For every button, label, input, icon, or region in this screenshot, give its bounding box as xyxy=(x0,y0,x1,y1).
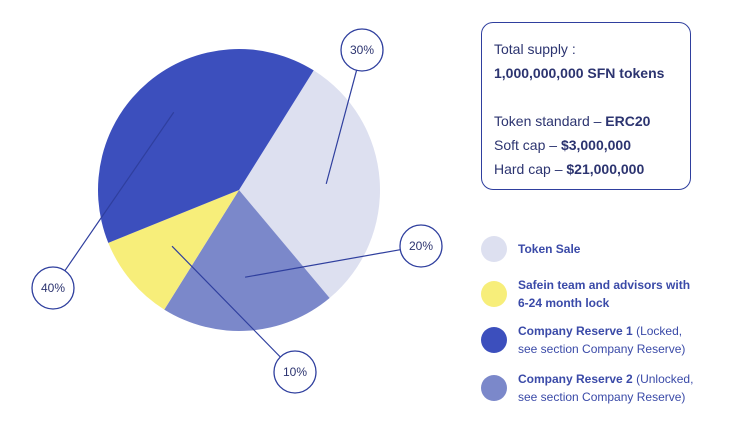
hard-cap-value: $21,000,000 xyxy=(566,161,645,177)
legend-item-team: Safein team and advisors with 6-24 month … xyxy=(481,276,738,312)
token-info-box: Total supply : 1,000,000,000 SFN tokens … xyxy=(481,22,691,190)
pie-slice-company-reserve-2 xyxy=(164,190,330,331)
hard-cap-label: Hard cap – xyxy=(494,161,567,177)
legend-note-line2: see section Company Reserve) xyxy=(518,342,686,356)
token-standard-value: ERC20 xyxy=(605,113,651,129)
legend-label: Company Reserve 2 xyxy=(518,372,633,386)
legend-label: Token Sale xyxy=(518,242,581,256)
legend-item-company-reserve-2: Company Reserve 2 (Unlocked, see section … xyxy=(481,370,738,406)
total-supply-label: Total supply : xyxy=(494,41,576,57)
callout-leader-line xyxy=(244,249,401,278)
legend-swatch xyxy=(481,236,507,262)
legend-item-company-reserve-1: Company Reserve 1 (Locked, see section Co… xyxy=(481,322,738,358)
callout-bubble xyxy=(340,28,384,72)
legend-swatch xyxy=(481,327,507,353)
callout-bubble xyxy=(31,266,75,310)
percent-label: 10% xyxy=(283,365,307,379)
percent-label: 30% xyxy=(350,43,374,57)
callout-leader-line xyxy=(64,111,175,272)
soft-cap-value: $3,000,000 xyxy=(560,137,632,153)
legend-label-line2: 6-24 month lock xyxy=(518,296,610,310)
callout-leader-line xyxy=(171,245,281,358)
callout-bubble xyxy=(273,350,317,394)
legend-label: Safein team and advisors with xyxy=(518,278,691,292)
pie-slice-company-reserve-1 xyxy=(98,48,314,243)
soft-cap-label: Soft cap – xyxy=(494,137,561,153)
total-supply-value: 1,000,000,000 SFN tokens xyxy=(494,65,665,81)
pie-slice-token-sale xyxy=(239,70,380,299)
percent-label: 40% xyxy=(41,281,65,295)
legend-label: Company Reserve 1 xyxy=(518,324,633,338)
legend-item-token-sale: Token Sale xyxy=(481,236,738,262)
legend-swatch xyxy=(481,375,507,401)
legend-note: (Unlocked, xyxy=(632,372,694,386)
legend-note-line2: see section Company Reserve) xyxy=(518,390,686,404)
callout-bubble xyxy=(399,224,443,268)
legend-note: (Locked, xyxy=(632,324,683,338)
token-standard-label: Token standard – xyxy=(494,113,606,129)
pie-slice-safein-team-and-advisors-with-6-24-month-lock xyxy=(108,190,239,310)
callout-leader-line xyxy=(325,70,358,185)
percent-label: 20% xyxy=(409,239,433,253)
legend-swatch xyxy=(481,281,507,307)
